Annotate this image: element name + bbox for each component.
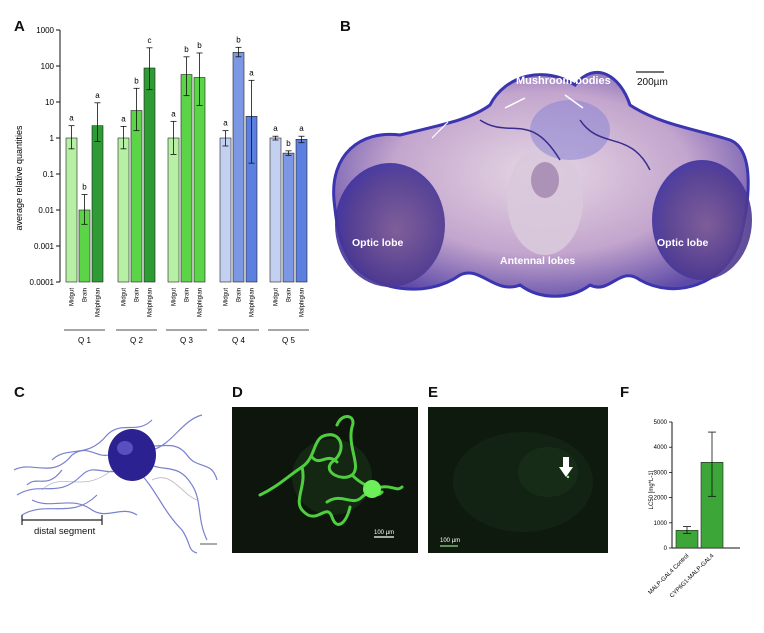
mushroom-bodies-label: Mushroom bodies bbox=[516, 75, 611, 87]
distal-segment-label: distal segment bbox=[34, 526, 96, 537]
tissue-label: Midgut bbox=[70, 288, 76, 306]
bar bbox=[193, 77, 206, 283]
tissue-label: Malphigian bbox=[198, 288, 204, 317]
y-tick-label: 1 bbox=[50, 134, 55, 143]
brain-scale-label: 200µm bbox=[637, 77, 668, 88]
bar bbox=[167, 137, 180, 283]
y-tick-label: 2000 bbox=[654, 496, 668, 502]
chart-f: LC50 [mg*L-1] 0 1000 2000 3000 4000 5000 MALP-… bbox=[647, 420, 740, 600]
y-tick-label: 0.001 bbox=[34, 242, 55, 251]
y-tick-label: 100 bbox=[41, 62, 55, 71]
significance-letter: b bbox=[197, 41, 202, 50]
bar bbox=[295, 139, 308, 283]
bar bbox=[180, 74, 193, 283]
tissue-label: Midgut bbox=[224, 288, 230, 306]
antennal-lobes-label: Antennal lobes bbox=[500, 255, 575, 267]
scale-label-e: 100 µm bbox=[440, 538, 460, 544]
tissue-label: Midgut bbox=[274, 288, 280, 306]
tissue-label: Malphigian bbox=[300, 288, 306, 317]
group-label: Q 2 bbox=[130, 336, 143, 345]
fluorescence-image-e: 100 µm bbox=[428, 407, 608, 553]
optic-lobe-left-label: Optic lobe bbox=[352, 237, 403, 249]
bar bbox=[117, 137, 130, 283]
category-label: CYP6G1-MALP-GAL4 bbox=[669, 553, 716, 600]
y-tick-label: 1000 bbox=[36, 26, 54, 35]
tissue-label: Midgut bbox=[172, 288, 178, 306]
significance-letter: b bbox=[236, 35, 241, 44]
y-tick-label: 0 bbox=[664, 546, 668, 552]
fluorescence-image-d: 100 µm bbox=[232, 407, 418, 553]
significance-letter: a bbox=[273, 124, 278, 133]
group-label: Q 1 bbox=[78, 336, 91, 345]
group-label: Q 4 bbox=[232, 336, 245, 345]
bar bbox=[143, 67, 156, 283]
y-tick-label: 3000 bbox=[654, 470, 668, 476]
y-axis-label-a: average relative quantities bbox=[14, 125, 24, 231]
y-tick-label: 0.01 bbox=[38, 206, 54, 215]
group-label: Q 5 bbox=[282, 336, 295, 345]
significance-letter: a bbox=[95, 91, 100, 100]
significance-letter: b bbox=[134, 76, 139, 85]
brain-image: Mushroom bodies 200µm Optic lobe Optic l… bbox=[332, 71, 752, 298]
y-axis-label-f: LC50 [mg*L-1] bbox=[649, 470, 655, 509]
tissue-label: Brain bbox=[83, 288, 89, 302]
panel-label-e: E bbox=[428, 384, 439, 401]
significance-letter: a bbox=[121, 114, 126, 123]
y-tick-label: 5000 bbox=[654, 420, 668, 426]
category-label: MALP-GAL4 Control bbox=[647, 553, 690, 596]
chart-a: average relative quantities 0.0001 0.001 0… bbox=[14, 26, 309, 345]
y-tick-label: 0.0001 bbox=[30, 278, 55, 287]
significance-letter: a bbox=[299, 124, 304, 133]
panel-label-d: D bbox=[232, 384, 243, 401]
bar bbox=[219, 137, 232, 283]
significance-letter: b bbox=[286, 139, 291, 148]
bar bbox=[130, 110, 143, 283]
tissue-label: Malphigian bbox=[148, 288, 154, 317]
y-tick-label: 1000 bbox=[654, 521, 668, 527]
y-tick-label: 10 bbox=[45, 98, 54, 107]
significance-letter: a bbox=[171, 109, 176, 118]
significance-letter: b bbox=[184, 45, 189, 54]
scale-label-d: 100 µm bbox=[374, 530, 394, 536]
significance-letter: c bbox=[148, 36, 152, 45]
bar bbox=[65, 137, 78, 283]
panel-label-a: A bbox=[14, 18, 25, 35]
panel-label-f: F bbox=[620, 384, 630, 401]
tissue-label: Brain bbox=[135, 288, 141, 302]
significance-letter: a bbox=[249, 68, 254, 77]
significance-letter: a bbox=[69, 114, 74, 123]
bar bbox=[232, 52, 245, 283]
bar bbox=[269, 137, 282, 283]
distal-segment-image: distal segment bbox=[12, 400, 224, 555]
panel-label-b: B bbox=[340, 18, 351, 35]
significance-letter: b bbox=[82, 182, 87, 191]
tissue-label: Brain bbox=[237, 288, 243, 302]
bar bbox=[282, 152, 295, 283]
y-tick-label: 0.1 bbox=[43, 170, 55, 179]
panel-label-c: C bbox=[14, 384, 25, 401]
tissue-label: Midgut bbox=[122, 288, 128, 306]
bar bbox=[91, 125, 104, 283]
y-tick-label: 4000 bbox=[654, 445, 668, 451]
tissue-label: Malphigian bbox=[250, 288, 256, 317]
tissue-label: Brain bbox=[185, 288, 191, 302]
tissue-label: Malphigian bbox=[96, 288, 102, 317]
significance-letter: a bbox=[223, 119, 228, 128]
tissue-label: Brain bbox=[287, 288, 293, 302]
optic-lobe-right-label: Optic lobe bbox=[657, 237, 708, 249]
group-label: Q 3 bbox=[180, 336, 193, 345]
